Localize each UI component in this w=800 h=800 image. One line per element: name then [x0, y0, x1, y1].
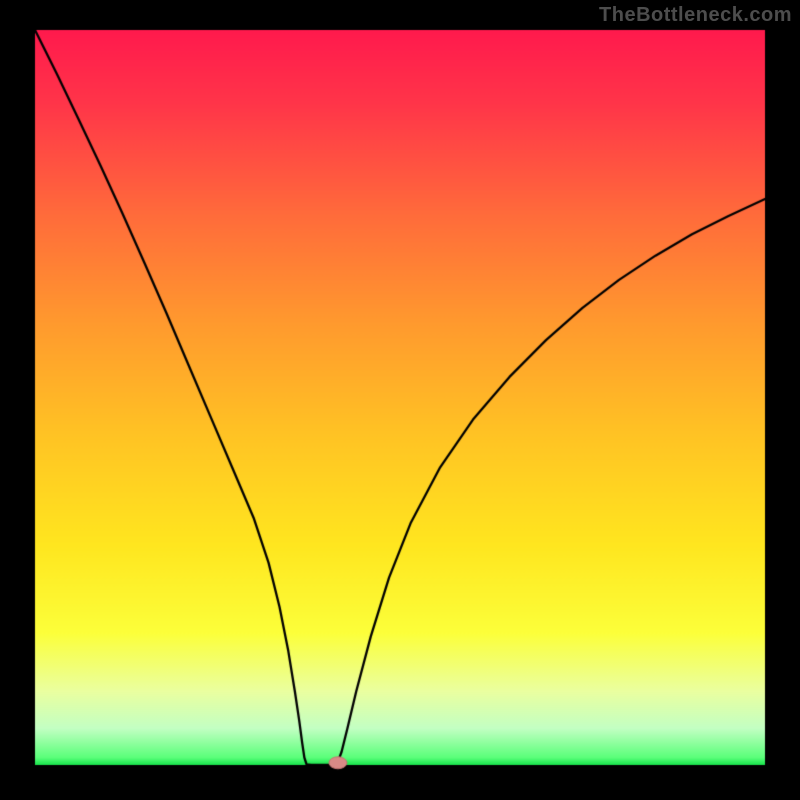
watermark-text: TheBottleneck.com — [599, 4, 792, 27]
bottleneck-curve-canvas — [0, 0, 800, 800]
chart-stage: TheBottleneck.com — [0, 0, 800, 800]
